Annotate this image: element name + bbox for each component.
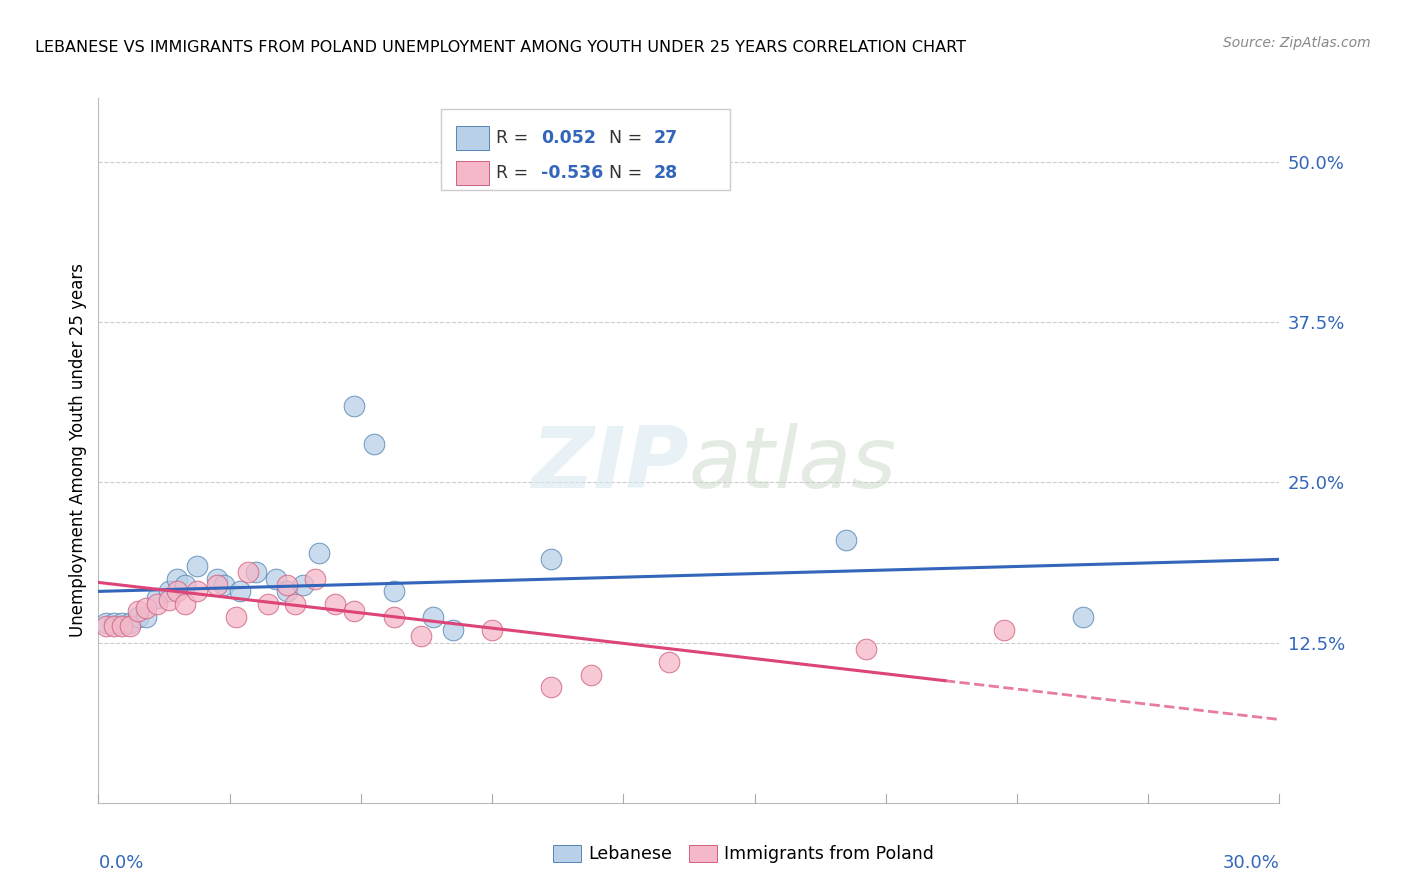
Point (323, 597, 346, 611)
Text: -0.536: -0.536 (541, 164, 603, 182)
Point (658, 655, 681, 669)
Point (343, 399, 366, 413)
Point (304, 572, 326, 586)
Point (174, 578, 197, 592)
Point (540, 552, 562, 566)
Point (236, 565, 259, 579)
Point (96, 616, 118, 631)
Point (308, 546, 330, 560)
Point (146, 591, 169, 605)
Point (579, 667, 602, 681)
Text: atlas: atlas (689, 423, 897, 506)
Point (186, 584, 208, 599)
Text: N =: N = (609, 129, 647, 147)
Point (225, 610, 247, 624)
Point (135, 610, 157, 624)
Text: 28: 28 (654, 164, 678, 182)
Point (292, 578, 315, 592)
Point (256, 597, 278, 611)
Text: N =: N = (609, 164, 647, 182)
Text: Source: ZipAtlas.com: Source: ZipAtlas.com (1223, 36, 1371, 50)
Point (264, 572, 287, 586)
Point (382, 610, 405, 624)
Point (118, 616, 141, 631)
Text: Lebanese: Lebanese (589, 845, 672, 863)
Point (422, 610, 444, 624)
Point (1071, 610, 1094, 624)
Point (411, 629, 433, 643)
Text: 0.052: 0.052 (541, 129, 596, 147)
Point (855, 642, 877, 657)
Point (382, 584, 405, 599)
Point (166, 584, 188, 599)
Text: ZIP: ZIP (531, 423, 689, 506)
Point (174, 597, 197, 611)
Point (186, 558, 208, 573)
Point (343, 604, 366, 618)
Point (276, 578, 298, 592)
Point (166, 572, 188, 586)
Text: Immigrants from Poland: Immigrants from Poland (724, 845, 934, 863)
Point (103, 619, 125, 633)
Y-axis label: Unemployment Among Youth under 25 years: Unemployment Among Youth under 25 years (69, 263, 87, 638)
Text: R =: R = (496, 164, 534, 182)
Text: 30.0%: 30.0% (1223, 854, 1279, 872)
Text: R =: R = (496, 129, 534, 147)
Point (118, 619, 141, 633)
Point (481, 623, 503, 637)
Point (441, 623, 464, 637)
Point (835, 533, 858, 548)
Point (111, 616, 134, 631)
Point (111, 619, 134, 633)
Point (127, 604, 149, 618)
FancyBboxPatch shape (457, 161, 489, 186)
Point (135, 601, 157, 615)
Point (284, 597, 307, 611)
Point (205, 578, 228, 592)
FancyBboxPatch shape (689, 845, 717, 862)
Point (157, 584, 180, 599)
Point (363, 437, 385, 451)
Text: 0.0%: 0.0% (98, 854, 143, 872)
Point (540, 681, 562, 695)
Point (245, 565, 267, 579)
Point (993, 623, 1015, 637)
Point (229, 584, 252, 599)
Text: 27: 27 (654, 129, 678, 147)
FancyBboxPatch shape (457, 126, 489, 150)
Point (146, 597, 169, 611)
FancyBboxPatch shape (553, 845, 582, 862)
Point (103, 616, 125, 631)
FancyBboxPatch shape (441, 109, 730, 190)
Point (205, 572, 228, 586)
Point (276, 584, 298, 599)
Point (96, 619, 118, 633)
Point (127, 610, 149, 624)
Text: LEBANESE VS IMMIGRANTS FROM POLAND UNEMPLOYMENT AMONG YOUTH UNDER 25 YEARS CORRE: LEBANESE VS IMMIGRANTS FROM POLAND UNEMP… (35, 40, 966, 55)
Point (214, 578, 236, 592)
Point (157, 593, 180, 607)
